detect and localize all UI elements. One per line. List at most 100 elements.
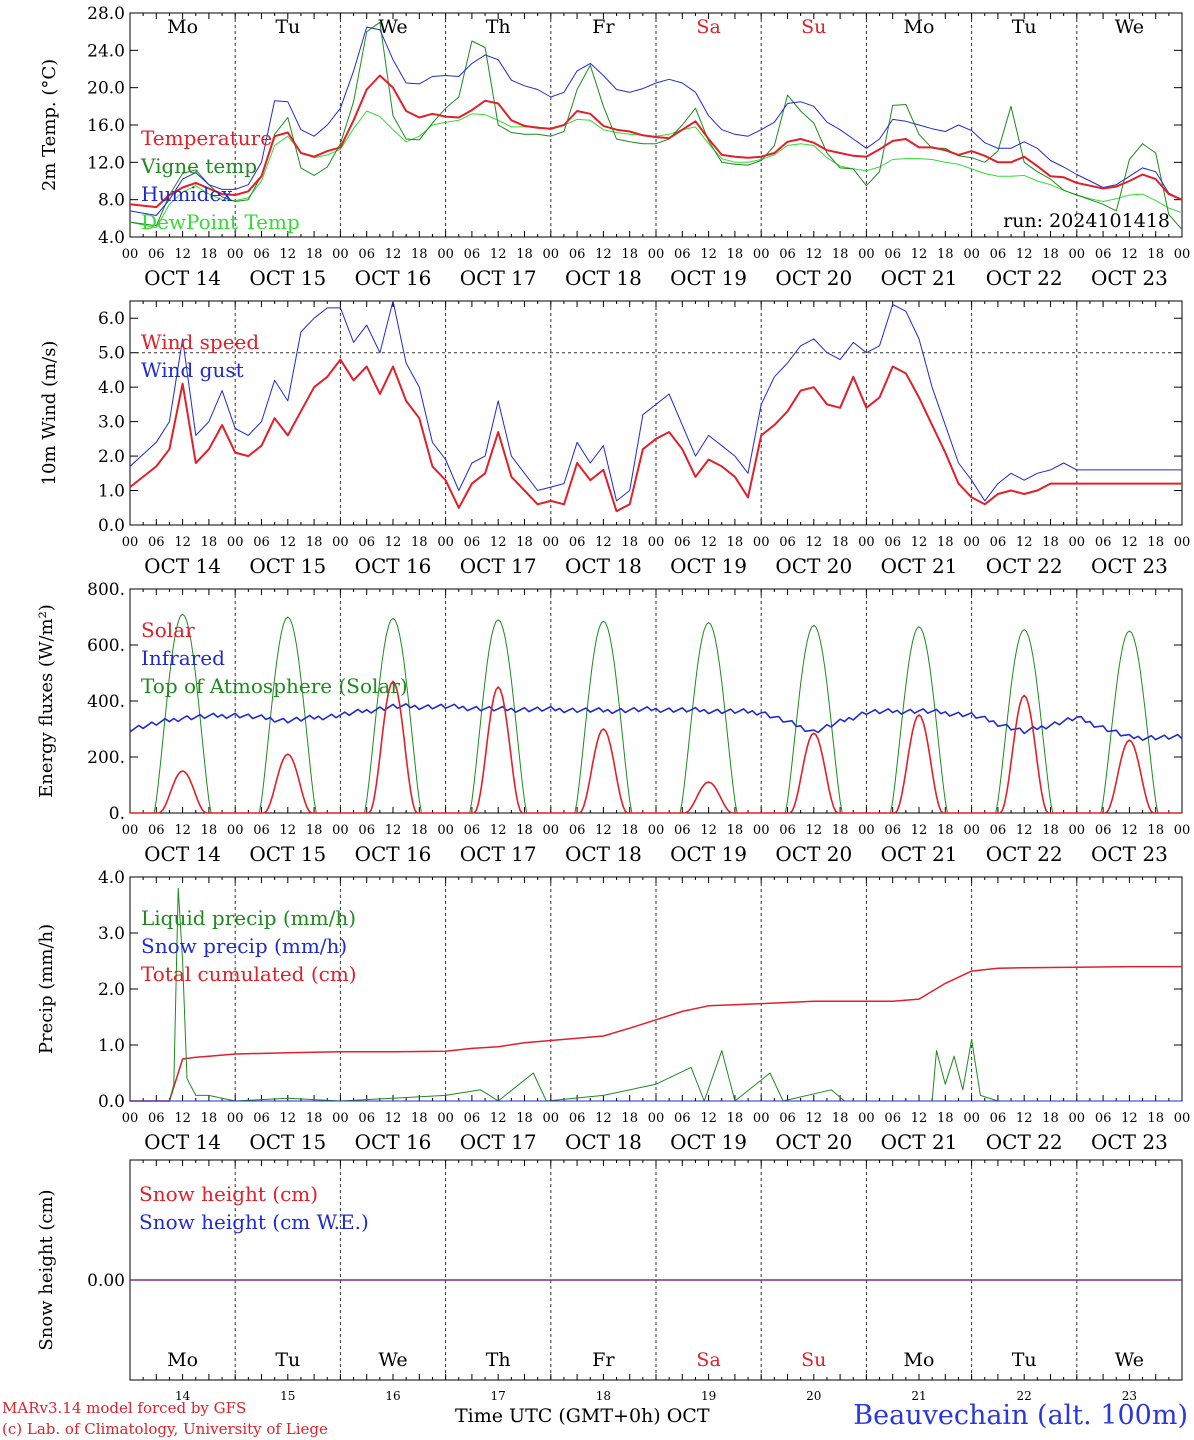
weekday-label: Th [486,1349,511,1371]
hour-tick-label: 12 [174,823,191,838]
lab-credit: (c) Lab. of Climatology, University of L… [2,1420,328,1438]
hour-tick-label: 06 [148,823,165,838]
hour-tick-label: 06 [569,535,586,550]
hour-tick-label: 12 [595,535,612,550]
hour-tick-label: 00 [648,535,665,550]
hour-tick-label: 00 [1069,823,1086,838]
date-label: OCT 14 [144,1130,221,1154]
y-axis-title: 2m Temp. (°C) [39,59,60,191]
hour-tick-label: 18 [1042,1111,1059,1126]
hour-tick-label: 12 [174,535,191,550]
date-label: OCT 23 [1091,842,1168,866]
hour-tick-label: 00 [227,823,244,838]
hour-tick-label: 06 [990,1111,1007,1126]
hour-tick-label: 18 [1147,823,1164,838]
hour-tick-label: 18 [1147,247,1164,262]
date-label: OCT 22 [986,266,1063,290]
y-tick-label: 0.0 [98,516,125,536]
hour-tick-label: 18 [201,247,218,262]
hour-tick-label: 00 [122,1111,139,1126]
weekday-label: Sa [696,1349,720,1371]
date-label: OCT 15 [249,1130,326,1154]
hour-tick-label: 00 [858,247,875,262]
hour-tick-label: 18 [621,1111,638,1126]
hour-tick-label: 06 [253,823,270,838]
weekday-label: We [1115,1349,1144,1371]
hour-tick-label: 12 [700,1111,717,1126]
series-line-dewpoint-temp [129,110,1183,229]
date-label: OCT 17 [460,266,537,290]
y-tick-label: 1.0 [98,482,125,502]
y-tick-label: 3.0 [98,924,125,944]
hour-tick-label: 12 [280,823,297,838]
series-line-liquid-precip [130,887,1182,1102]
weekday-label: Mo [167,1349,198,1371]
hour-tick-label: 18 [727,247,744,262]
hour-tick-label: 06 [464,535,481,550]
date-label: OCT 18 [565,266,642,290]
y-axis-title: Energy fluxes (W/m²) [36,604,57,798]
hour-tick-label: 12 [911,535,928,550]
date-label: OCT 17 [460,1130,537,1154]
hour-tick-label: 00 [332,535,349,550]
hour-tick-label: 00 [437,247,454,262]
hour-tick-label: 18 [832,823,849,838]
hour-tick-label: 06 [1095,1111,1112,1126]
hour-tick-label: 18 [516,535,533,550]
hour-tick-label: 06 [884,1111,901,1126]
hour-tick-label: 18 [306,247,323,262]
hour-tick-label: 06 [253,247,270,262]
y-tick-label: 200. [87,748,125,768]
date-label: OCT 16 [355,842,432,866]
hour-tick-label: 18 [411,823,428,838]
hour-tick-label: 12 [280,535,297,550]
hour-tick-label: 06 [253,1111,270,1126]
panel-frame [129,588,1183,814]
legend-entry: Humidex [141,182,233,206]
hour-tick-label: 12 [385,1111,402,1126]
weekday-label: We [1115,16,1144,38]
legend-entry: Wind gust [141,358,244,382]
hour-tick-label: 06 [884,535,901,550]
hour-tick-label: 00 [227,247,244,262]
hour-tick-label: 00 [122,247,139,262]
date-label: OCT 18 [565,842,642,866]
date-label: OCT 21 [881,1130,958,1154]
legend-entry: Snow height (cm W.E.) [139,1210,369,1234]
hour-tick-label: 00 [543,535,560,550]
legend-entry: Top of Atmosphere (Solar) [141,674,408,698]
hour-tick-label: 06 [148,247,165,262]
hour-tick-label: 12 [174,1111,191,1126]
y-tick-label: 1.0 [98,1036,125,1056]
hour-tick-label: 00 [437,535,454,550]
hour-tick-label: 06 [569,1111,586,1126]
date-label: OCT 17 [460,554,537,578]
y-tick-label: 12.0 [87,153,125,173]
y-tick-label: 4.0 [98,868,125,888]
hour-tick-label: 12 [700,247,717,262]
series-line-vigne-temp [129,21,1183,230]
hour-tick-label: 12 [806,535,823,550]
hour-tick-label: 00 [332,247,349,262]
hour-tick-label: 06 [358,247,375,262]
hour-tick-label: 00 [648,823,665,838]
legend-entry: Infrared [141,646,225,670]
legend-entry: Snow height (cm) [139,1182,318,1206]
day-number-label: 15 [280,1389,295,1403]
hour-tick-label: 06 [1095,823,1112,838]
date-label: OCT 19 [670,266,747,290]
hour-tick-label: 18 [727,1111,744,1126]
hour-tick-label: 18 [832,247,849,262]
legend-entry: Liquid precip (mm/h) [141,906,356,930]
hour-tick-label: 12 [280,247,297,262]
y-axis-title: 10m Wind (m/s) [39,341,60,486]
hour-tick-label: 18 [727,535,744,550]
hour-tick-label: 12 [1121,247,1138,262]
hour-tick-label: 06 [358,1111,375,1126]
date-label: OCT 21 [881,554,958,578]
hour-tick-label: 12 [490,247,507,262]
date-label: OCT 15 [249,842,326,866]
hour-tick-label: 00 [963,535,980,550]
hour-tick-label: 00 [858,1111,875,1126]
y-tick-label: 4.0 [98,228,125,248]
